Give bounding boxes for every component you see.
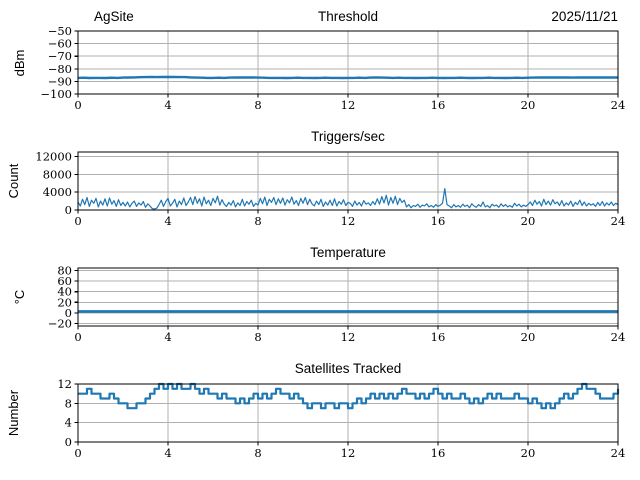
- x-tick-label: 24: [611, 214, 626, 228]
- x-tick-label: 8: [254, 446, 261, 460]
- x-tick-label: 12: [341, 330, 356, 344]
- x-tick-label: 12: [341, 214, 356, 228]
- y-tick-label: 12000: [35, 149, 72, 163]
- y-tick-label: −60: [48, 37, 72, 51]
- x-tick-label: 16: [431, 98, 446, 112]
- y-tick-label: 12: [57, 377, 72, 391]
- satellites-series-line: [78, 382, 620, 410]
- y-tick-label: 8: [65, 396, 72, 410]
- y-tick-label: 4000: [43, 185, 72, 199]
- x-tick-label: 16: [431, 214, 446, 228]
- y-tick-label: 0: [65, 203, 72, 217]
- y-tick-label: −100: [40, 87, 72, 101]
- x-tick-label: 24: [611, 98, 626, 112]
- satellites-title: Satellites Tracked: [294, 361, 402, 376]
- y-tick-label: 40: [57, 285, 72, 299]
- threshold-title: Threshold: [317, 9, 379, 24]
- y-tick-label: −50: [48, 24, 72, 38]
- y-tick-label: 0: [65, 435, 72, 449]
- x-tick-label: 4: [164, 214, 171, 228]
- x-tick-label: 24: [611, 446, 626, 460]
- x-tick-label: 4: [164, 446, 171, 460]
- x-tick-label: 24: [611, 330, 626, 344]
- triggers-series-line: [77, 188, 619, 210]
- x-tick-label: 16: [431, 446, 446, 460]
- threshold-chart: 0 4 8 12 16 20 24 −50−60−70−80−90−100: [40, 24, 625, 112]
- x-tick-label: 8: [254, 330, 261, 344]
- threshold-series-line: [77, 75, 619, 80]
- x-tick-label: 20: [521, 330, 536, 344]
- satellites-chart: 0 4 8 12 16 20 24 0 4 8 12: [57, 377, 625, 460]
- y-tick-label: 80: [57, 264, 72, 278]
- y-tick-label: −90: [48, 74, 72, 88]
- y-tick-label: 60: [57, 274, 72, 288]
- y-tick-label: 0: [65, 306, 72, 320]
- x-tick-label: 16: [431, 330, 446, 344]
- x-tick-label: 12: [341, 98, 356, 112]
- x-tick-label: 20: [521, 446, 536, 460]
- x-tick-label: 4: [164, 98, 171, 112]
- date-title: 2025/11/21: [551, 9, 618, 24]
- x-tick-label: 20: [521, 214, 536, 228]
- y-tick-label: 4: [65, 416, 72, 430]
- y-tick-label: 20: [57, 295, 72, 309]
- x-tick-label: 0: [74, 214, 81, 228]
- x-tick-label: 0: [74, 446, 81, 460]
- triggers-title: Triggers/sec: [311, 129, 385, 144]
- x-tick-label: 8: [254, 98, 261, 112]
- x-tick-label: 4: [164, 330, 171, 344]
- triggers-chart: 0 4 8 12 16 20 24 0 4000 8000 12000: [35, 149, 625, 228]
- y-tick-label: −20: [48, 316, 72, 330]
- x-tick-label: 12: [341, 446, 356, 460]
- y-tick-label: −80: [48, 62, 72, 76]
- site-title: AgSite: [94, 9, 134, 24]
- x-tick-label: 0: [74, 98, 81, 112]
- x-tick-label: 0: [74, 330, 81, 344]
- x-tick-label: 8: [254, 214, 261, 228]
- temperature-title: Temperature: [310, 245, 386, 260]
- x-tick-label: 20: [521, 98, 536, 112]
- y-tick-label: 8000: [43, 167, 72, 181]
- y-tick-label: −70: [48, 49, 72, 63]
